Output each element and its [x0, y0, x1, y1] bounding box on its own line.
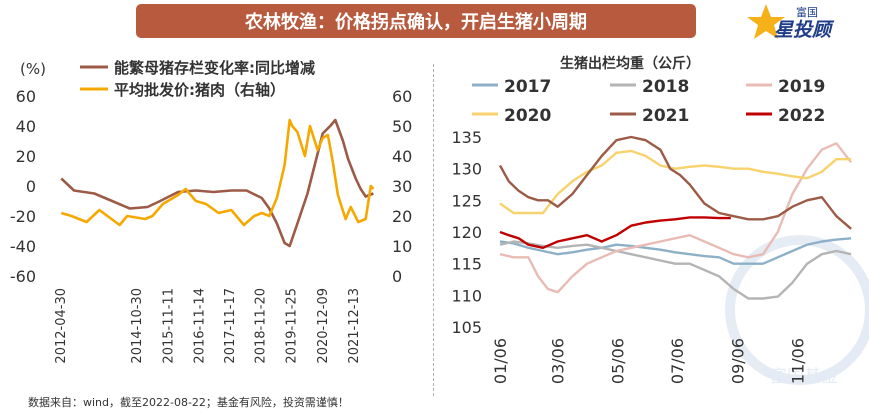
right-chart-x-tick: 11/06: [788, 338, 807, 384]
left-y-tick: -40: [10, 237, 36, 256]
logo-line2: 星投顾: [774, 19, 835, 41]
right-y-tick: 40: [392, 147, 412, 166]
left-y-tick: 20: [16, 147, 36, 166]
watermark-text: 富国基金: [770, 367, 838, 387]
star-icon: [747, 4, 785, 39]
series-line: [499, 142, 853, 294]
right-y-tick: 30: [392, 177, 412, 196]
left-x-tick: 2014-10-30: [130, 288, 145, 364]
right-chart-x-tick: 09/06: [729, 338, 748, 384]
right-y-tick: 10: [392, 237, 412, 256]
right-chart-y-tick: 120: [451, 223, 482, 242]
right-chart-y-ticks: 135 130 125 120 115 110 105: [451, 128, 482, 337]
legend-label: 2021: [642, 106, 689, 126]
right-chart-x-tick: 01/06: [491, 338, 510, 384]
left-axis-unit: (%): [20, 60, 46, 78]
left-x-ticks: 2012-04-30 2014-10-30 2015-11-11 2016-11-14…: [54, 288, 362, 364]
left-y-tick: 40: [16, 117, 36, 136]
series-line: [60, 118, 375, 227]
legend-label: 2020: [504, 106, 551, 126]
legend-label: 2022: [778, 106, 825, 126]
series-line: [60, 118, 374, 248]
left-x-tick: 2012-04-30: [54, 288, 69, 364]
right-chart-y-tick: 125: [451, 191, 482, 210]
right-y-tick: 20: [392, 207, 412, 226]
right-chart-y-tick: 110: [451, 286, 482, 305]
series-line: [499, 240, 852, 300]
left-x-tick: 2016-11-14: [192, 288, 207, 364]
right-chart-title: 生猪出栏均重（公斤）: [560, 55, 700, 72]
right-legend: 2017 2018 2019 2020 2021 2022: [472, 77, 825, 126]
right-y-tick: 0: [392, 267, 402, 286]
left-x-tick: 2018-11-20: [254, 288, 269, 364]
series-line: [499, 237, 852, 265]
series-line: [499, 216, 731, 250]
right-chart-x-tick: 03/06: [549, 338, 568, 384]
left-x-tick: 2017-11-17: [223, 288, 238, 364]
logo-line1: 富国: [796, 5, 818, 19]
legend-label: 2017: [504, 77, 551, 97]
left-series: [60, 118, 375, 248]
watermark: 富国基金: [725, 235, 869, 387]
right-y-tick: 60: [392, 87, 412, 106]
right-chart-y-tick: 135: [451, 128, 482, 147]
banner-title: 农林牧渔：价格拐点确认，开启生猪小周期: [136, 4, 696, 38]
brand-logo: 富国 星投顾: [747, 4, 835, 41]
right-y-tick: 50: [392, 117, 412, 136]
panel-divider: [433, 64, 434, 396]
series-line: [499, 149, 852, 215]
left-x-tick: 2019-11-25: [285, 288, 300, 364]
left-x-tick: 2020-12-09: [316, 288, 331, 364]
right-chart-x-tick: 07/06: [668, 338, 687, 384]
left-y-tick: -60: [10, 267, 36, 286]
left-y-tick: 60: [16, 87, 36, 106]
legend-label: 2019: [778, 77, 825, 97]
left-x-tick: 2021-12-13: [347, 288, 362, 364]
right-chart: 富国基金 生猪出栏均重（公斤） 2017 2018 2019 2020 2021 2022…: [451, 55, 869, 387]
watermark-ring: [725, 235, 869, 385]
right-chart-y-tick: 115: [451, 255, 482, 274]
right-chart-y-tick: 105: [451, 318, 482, 337]
left-y-tick: 0: [26, 177, 36, 196]
left-y-tick: -20: [10, 207, 36, 226]
legend-label: 平均批发价:猪肉（右轴）: [114, 81, 285, 99]
right-series: [498, 135, 853, 300]
footer-source: 数据来自：wind，截至2022-08-22；基金有风险，投资需谨慎！: [28, 396, 349, 409]
right-y-ticks: 60 50 40 30 20 10 0: [392, 87, 412, 286]
left-y-ticks: 60 40 20 0 -20 -40 -60: [10, 87, 36, 286]
left-x-tick: 2015-11-11: [162, 288, 177, 364]
legend-label: 能繁母猪存栏变化率:同比增减: [114, 59, 315, 77]
right-chart-y-tick: 130: [451, 160, 482, 179]
right-chart-x-tick: 05/06: [608, 338, 627, 384]
right-chart-x-ticks: 01/06 03/06 05/06 07/06 09/06 11/06: [491, 338, 807, 384]
legend-label: 2018: [642, 77, 689, 97]
series-line: [498, 135, 852, 230]
